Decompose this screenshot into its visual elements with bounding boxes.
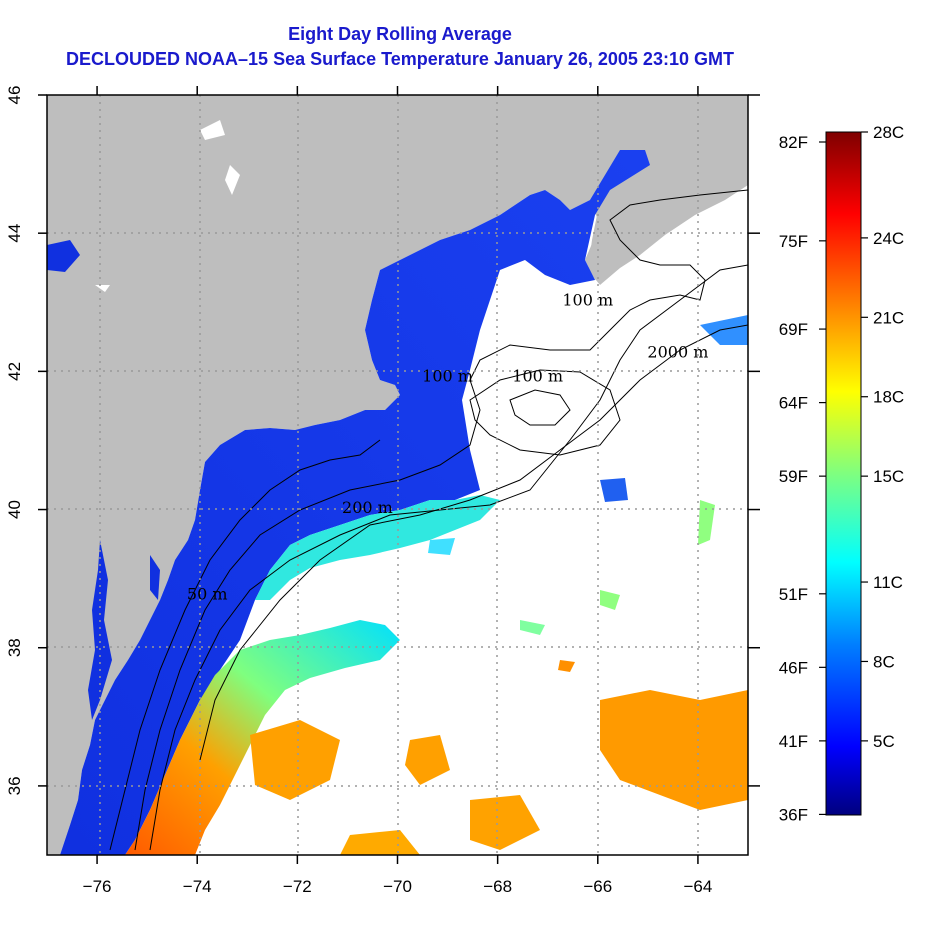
contour-label: 2000 m bbox=[647, 343, 708, 362]
contour-2000m bbox=[199, 324, 748, 761]
lake-2 bbox=[225, 165, 240, 195]
celsius-label: 21C bbox=[873, 308, 904, 327]
blue-patch-1 bbox=[600, 478, 628, 502]
warm-patch-5 bbox=[340, 830, 420, 855]
lake-1 bbox=[200, 120, 225, 140]
title-line-2: DECLOUDED NOAA–15 Sea Surface Temperatur… bbox=[66, 49, 734, 69]
contour-label: 100 m bbox=[512, 367, 563, 386]
land-mainland bbox=[47, 95, 748, 855]
cyan-patch-1 bbox=[428, 538, 455, 555]
contour-100m bbox=[134, 189, 748, 851]
lake-ontario bbox=[47, 240, 80, 272]
lat-tick-label: 38 bbox=[5, 638, 24, 657]
slope-water-warm bbox=[125, 620, 400, 855]
contour-label: 200 m bbox=[342, 498, 393, 517]
warm-patch-6 bbox=[558, 660, 575, 672]
warm-patch-3 bbox=[600, 690, 748, 810]
lat-tick-label: 40 bbox=[5, 500, 24, 519]
delaware-bay bbox=[150, 555, 160, 600]
warm-patch-2 bbox=[405, 735, 450, 785]
title-line-1: Eight Day Rolling Average bbox=[288, 24, 512, 44]
fahrenheit-label: 69F bbox=[779, 320, 808, 339]
axis-layer: −76 −74 −72 −70 −68 −66 −64 36 38 40 42 44 46 bbox=[5, 86, 760, 896]
fahrenheit-label: 51F bbox=[779, 585, 808, 604]
fahrenheit-label: 46F bbox=[779, 658, 808, 677]
fahrenheit-label: 36F bbox=[779, 805, 808, 824]
contour-label: 50 m bbox=[187, 584, 228, 603]
celsius-label: 15C bbox=[873, 467, 904, 486]
bathymetry-contours bbox=[109, 189, 748, 851]
lon-tick-label: −70 bbox=[383, 877, 412, 896]
lon-tick-label: −76 bbox=[83, 877, 112, 896]
warm-patch-1 bbox=[250, 720, 340, 800]
lon-tick-label: −64 bbox=[684, 877, 713, 896]
celsius-label: 18C bbox=[873, 388, 904, 407]
contour-200m bbox=[149, 264, 748, 851]
georges-bank-inner bbox=[509, 389, 571, 426]
lon-tick-label: −66 bbox=[583, 877, 612, 896]
green-patch-2 bbox=[600, 590, 620, 610]
warm-patch-4 bbox=[470, 795, 540, 850]
celsius-label: 11C bbox=[873, 573, 903, 592]
celsius-label: 8C bbox=[873, 652, 895, 671]
contour-label: 100 m bbox=[562, 291, 613, 310]
fahrenheit-label: 59F bbox=[779, 467, 808, 486]
blue-patch-2 bbox=[700, 315, 748, 345]
lat-tick-label: 44 bbox=[5, 224, 24, 243]
green-patch-1 bbox=[520, 620, 545, 635]
contour-label-layer: 100 m 100 m 100 m 2000 m 200 m 50 m bbox=[187, 291, 708, 604]
fahrenheit-label: 75F bbox=[779, 232, 808, 251]
lat-tick-label: 36 bbox=[5, 776, 24, 795]
green-patch-3 bbox=[698, 500, 715, 545]
celsius-label: 5C bbox=[873, 732, 895, 751]
fahrenheit-label: 82F bbox=[779, 133, 808, 152]
contour-label: 100 m bbox=[422, 367, 473, 386]
shelf-water-cold bbox=[60, 150, 650, 855]
lon-tick-label: −68 bbox=[483, 877, 512, 896]
lake-3 bbox=[95, 285, 110, 292]
georges-bank-contour bbox=[469, 369, 621, 456]
celsius-label: 28C bbox=[873, 123, 904, 142]
lat-lon-grid bbox=[47, 95, 748, 855]
chesapeake-bay bbox=[88, 540, 112, 720]
lon-tick-label: −72 bbox=[283, 877, 312, 896]
colorbar-labels: 28C 24C 21C 18C 15C 11C 8C 5C 82F 75F 69F 64F 59F 51F… bbox=[779, 123, 904, 824]
slope-water-cyan bbox=[255, 495, 500, 600]
lon-tick-label: −74 bbox=[183, 877, 212, 896]
celsius-label: 24C bbox=[873, 229, 904, 248]
lat-tick-label: 46 bbox=[5, 86, 24, 105]
contour-50m bbox=[109, 439, 381, 851]
fahrenheit-label: 64F bbox=[779, 394, 808, 413]
fahrenheit-label: 41F bbox=[779, 732, 808, 751]
colorbar bbox=[825, 131, 862, 816]
lat-tick-label: 42 bbox=[5, 362, 24, 381]
